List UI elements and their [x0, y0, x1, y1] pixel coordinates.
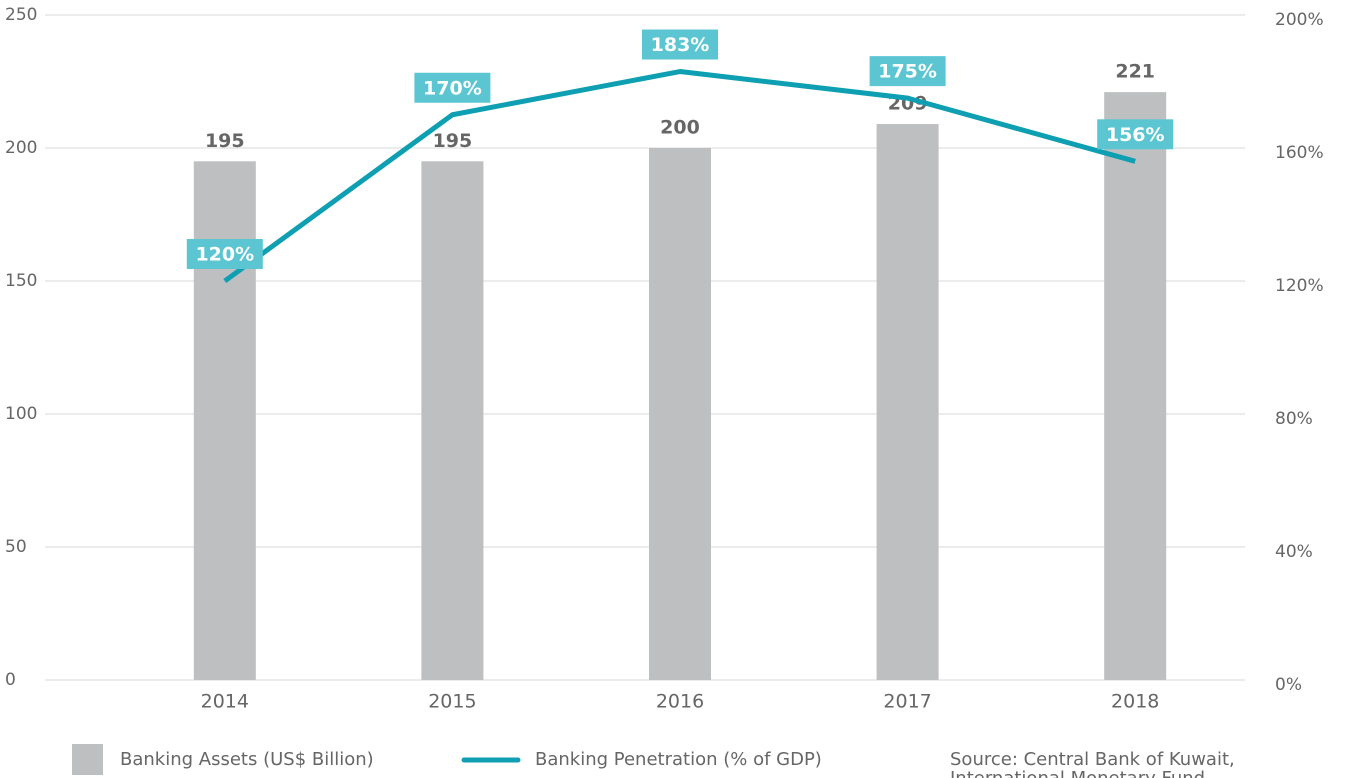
x-tick-label: 2014	[201, 691, 249, 713]
y-tick-label: 0	[5, 670, 16, 690]
y-tick-label: 150	[5, 271, 37, 291]
source: Source: Central Bank of Kuwait,	[950, 749, 1235, 770]
line-label-box	[642, 29, 718, 60]
line-value-label: 170%	[423, 77, 482, 99]
bar-value-label: 200	[660, 117, 700, 139]
legend-swatch	[72, 744, 103, 775]
bar-value-label: 195	[433, 130, 473, 152]
y2-tick-label: 40%	[1275, 542, 1313, 562]
x-tick-label: 2015	[428, 691, 476, 713]
line-value-label: 156%	[1106, 124, 1165, 146]
line	[223, 69, 1136, 284]
line-value-label: 175%	[878, 61, 937, 83]
legend-label: Banking Penetration (% of GDP)	[535, 749, 822, 770]
line-label-box	[186, 239, 263, 269]
bar	[1104, 92, 1167, 680]
line-label-box	[869, 56, 946, 87]
y2-tick-label: 160%	[1275, 143, 1324, 163]
x-tick-label: 2018	[1111, 691, 1159, 713]
line-value-label: 183%	[651, 34, 710, 56]
bar	[421, 161, 484, 681]
y2-tick-label: 200%	[1275, 10, 1324, 30]
source: International Monetary Fund	[950, 768, 1205, 778]
bar	[649, 148, 711, 680]
y2-tick-label: 120%	[1275, 276, 1324, 296]
y2-tick-label: 80%	[1275, 409, 1313, 429]
y2-tick-label: 0%	[1275, 675, 1302, 695]
x-tick-label: 2017	[883, 691, 931, 713]
bar-value-label: 221	[1115, 61, 1155, 83]
x-tick-label: 2016	[656, 691, 704, 713]
y-tick-label: 250	[5, 5, 37, 25]
line-label-box	[414, 72, 491, 103]
legend-label: Banking Assets (US$ Billion)	[120, 749, 374, 770]
y-tick-label: 50	[5, 537, 27, 557]
bar-value-label: 195	[205, 130, 245, 152]
line-label-box	[1097, 119, 1174, 150]
bar	[876, 124, 939, 680]
y-tick-label: 100	[5, 404, 37, 424]
y-tick-label: 200	[5, 138, 37, 158]
line-value-label: 120%	[195, 244, 254, 266]
